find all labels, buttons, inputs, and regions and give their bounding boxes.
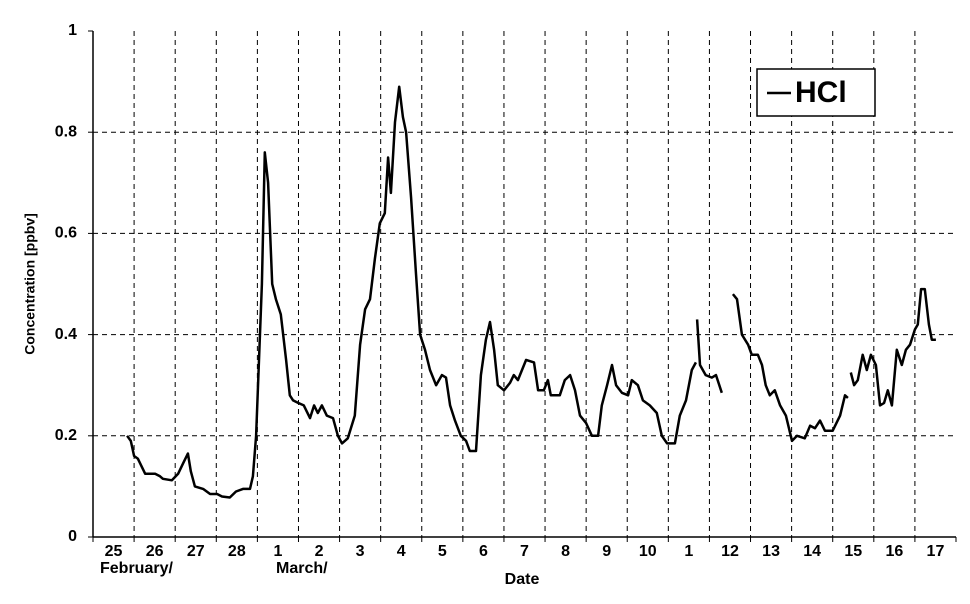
x-tick-label: 3 [356, 543, 365, 560]
month-label: February/ [100, 560, 173, 577]
x-tick-label: 13 [762, 543, 780, 560]
x-tick-label: 26 [146, 543, 164, 560]
x-tick-label: 5 [438, 543, 447, 560]
y-tick-label: 1 [68, 22, 77, 39]
x-tick-label: 16 [885, 543, 903, 560]
x-tick-label: 1 [273, 543, 282, 560]
x-tick-label: 4 [397, 543, 406, 560]
y-tick-label: 0.2 [55, 427, 77, 444]
y-axis-label: Concentration [ppbv] [22, 213, 38, 355]
x-tick-label: 6 [479, 543, 488, 560]
month-label: March/ [276, 560, 328, 577]
y-tick-label: 0.6 [55, 225, 77, 242]
x-tick-label: 10 [639, 543, 657, 560]
x-tick-label: 15 [844, 543, 862, 560]
data-line [126, 85, 936, 499]
x-tick-label: 8 [561, 543, 570, 560]
x-tick-label: 25 [105, 543, 123, 560]
x-tick-label: 28 [228, 543, 246, 560]
legend-label: HCl [795, 76, 847, 109]
x-tick-label: 12 [721, 543, 739, 560]
x-tick-label: 1 [684, 543, 693, 560]
x-axis-label: Date [505, 571, 540, 588]
y-tick-label: 0.8 [55, 123, 77, 140]
x-tick-label: 27 [187, 543, 205, 560]
y-tick-label: 0.4 [55, 326, 77, 343]
y-tick-label: 0 [68, 528, 77, 545]
x-tick-label: 2 [315, 543, 324, 560]
x-tick-label: 7 [520, 543, 529, 560]
x-tick-label: 9 [602, 543, 611, 560]
x-tick-label: 17 [927, 543, 945, 560]
x-tick-label: 14 [803, 543, 821, 560]
